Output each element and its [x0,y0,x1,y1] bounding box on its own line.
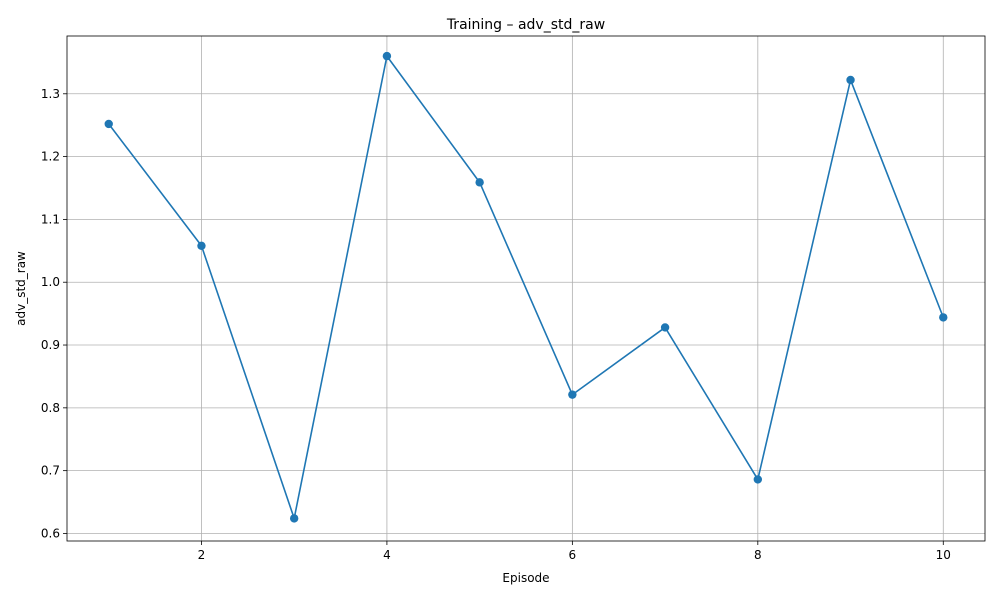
y-tick-label: 0.9 [41,338,60,352]
x-tick-label: 4 [383,548,391,562]
data-point [197,241,206,250]
data-point [475,178,484,187]
data-point [568,390,577,399]
data-point [660,323,670,332]
y-tick-label: 1.1 [41,212,60,226]
y-tick-label: 1.2 [41,150,60,164]
chart-title: Training – adv_std_raw [446,17,605,33]
data-point [939,313,948,322]
y-tick-label: 0.6 [41,526,60,540]
data-point [289,514,299,523]
x-tick-label: 2 [198,548,206,562]
data-point [846,75,855,85]
y-axis-label: adv_std_raw [14,251,28,326]
plot-frame [66,35,986,542]
axis-ticks: 2 4 6 8 10 0.6 0.7 0.8 0.9 1.0 1.1 1.2 1.3 [41,87,951,562]
data-point [753,475,763,484]
y-tick-label: 0.7 [41,464,60,478]
y-tick-label: 1.3 [41,87,60,101]
x-tick-label: 6 [569,548,577,562]
y-tick-label: 1.0 [41,275,60,289]
series-layer [104,51,948,523]
x-tick-label: 10 [936,548,951,562]
x-tick-label: 8 [754,548,762,562]
data-point [382,51,392,61]
y-tick-label: 0.8 [41,401,60,415]
x-axis-label: Episode [502,571,549,585]
series-line [108,55,945,520]
grid [67,36,985,541]
data-point [104,119,113,129]
